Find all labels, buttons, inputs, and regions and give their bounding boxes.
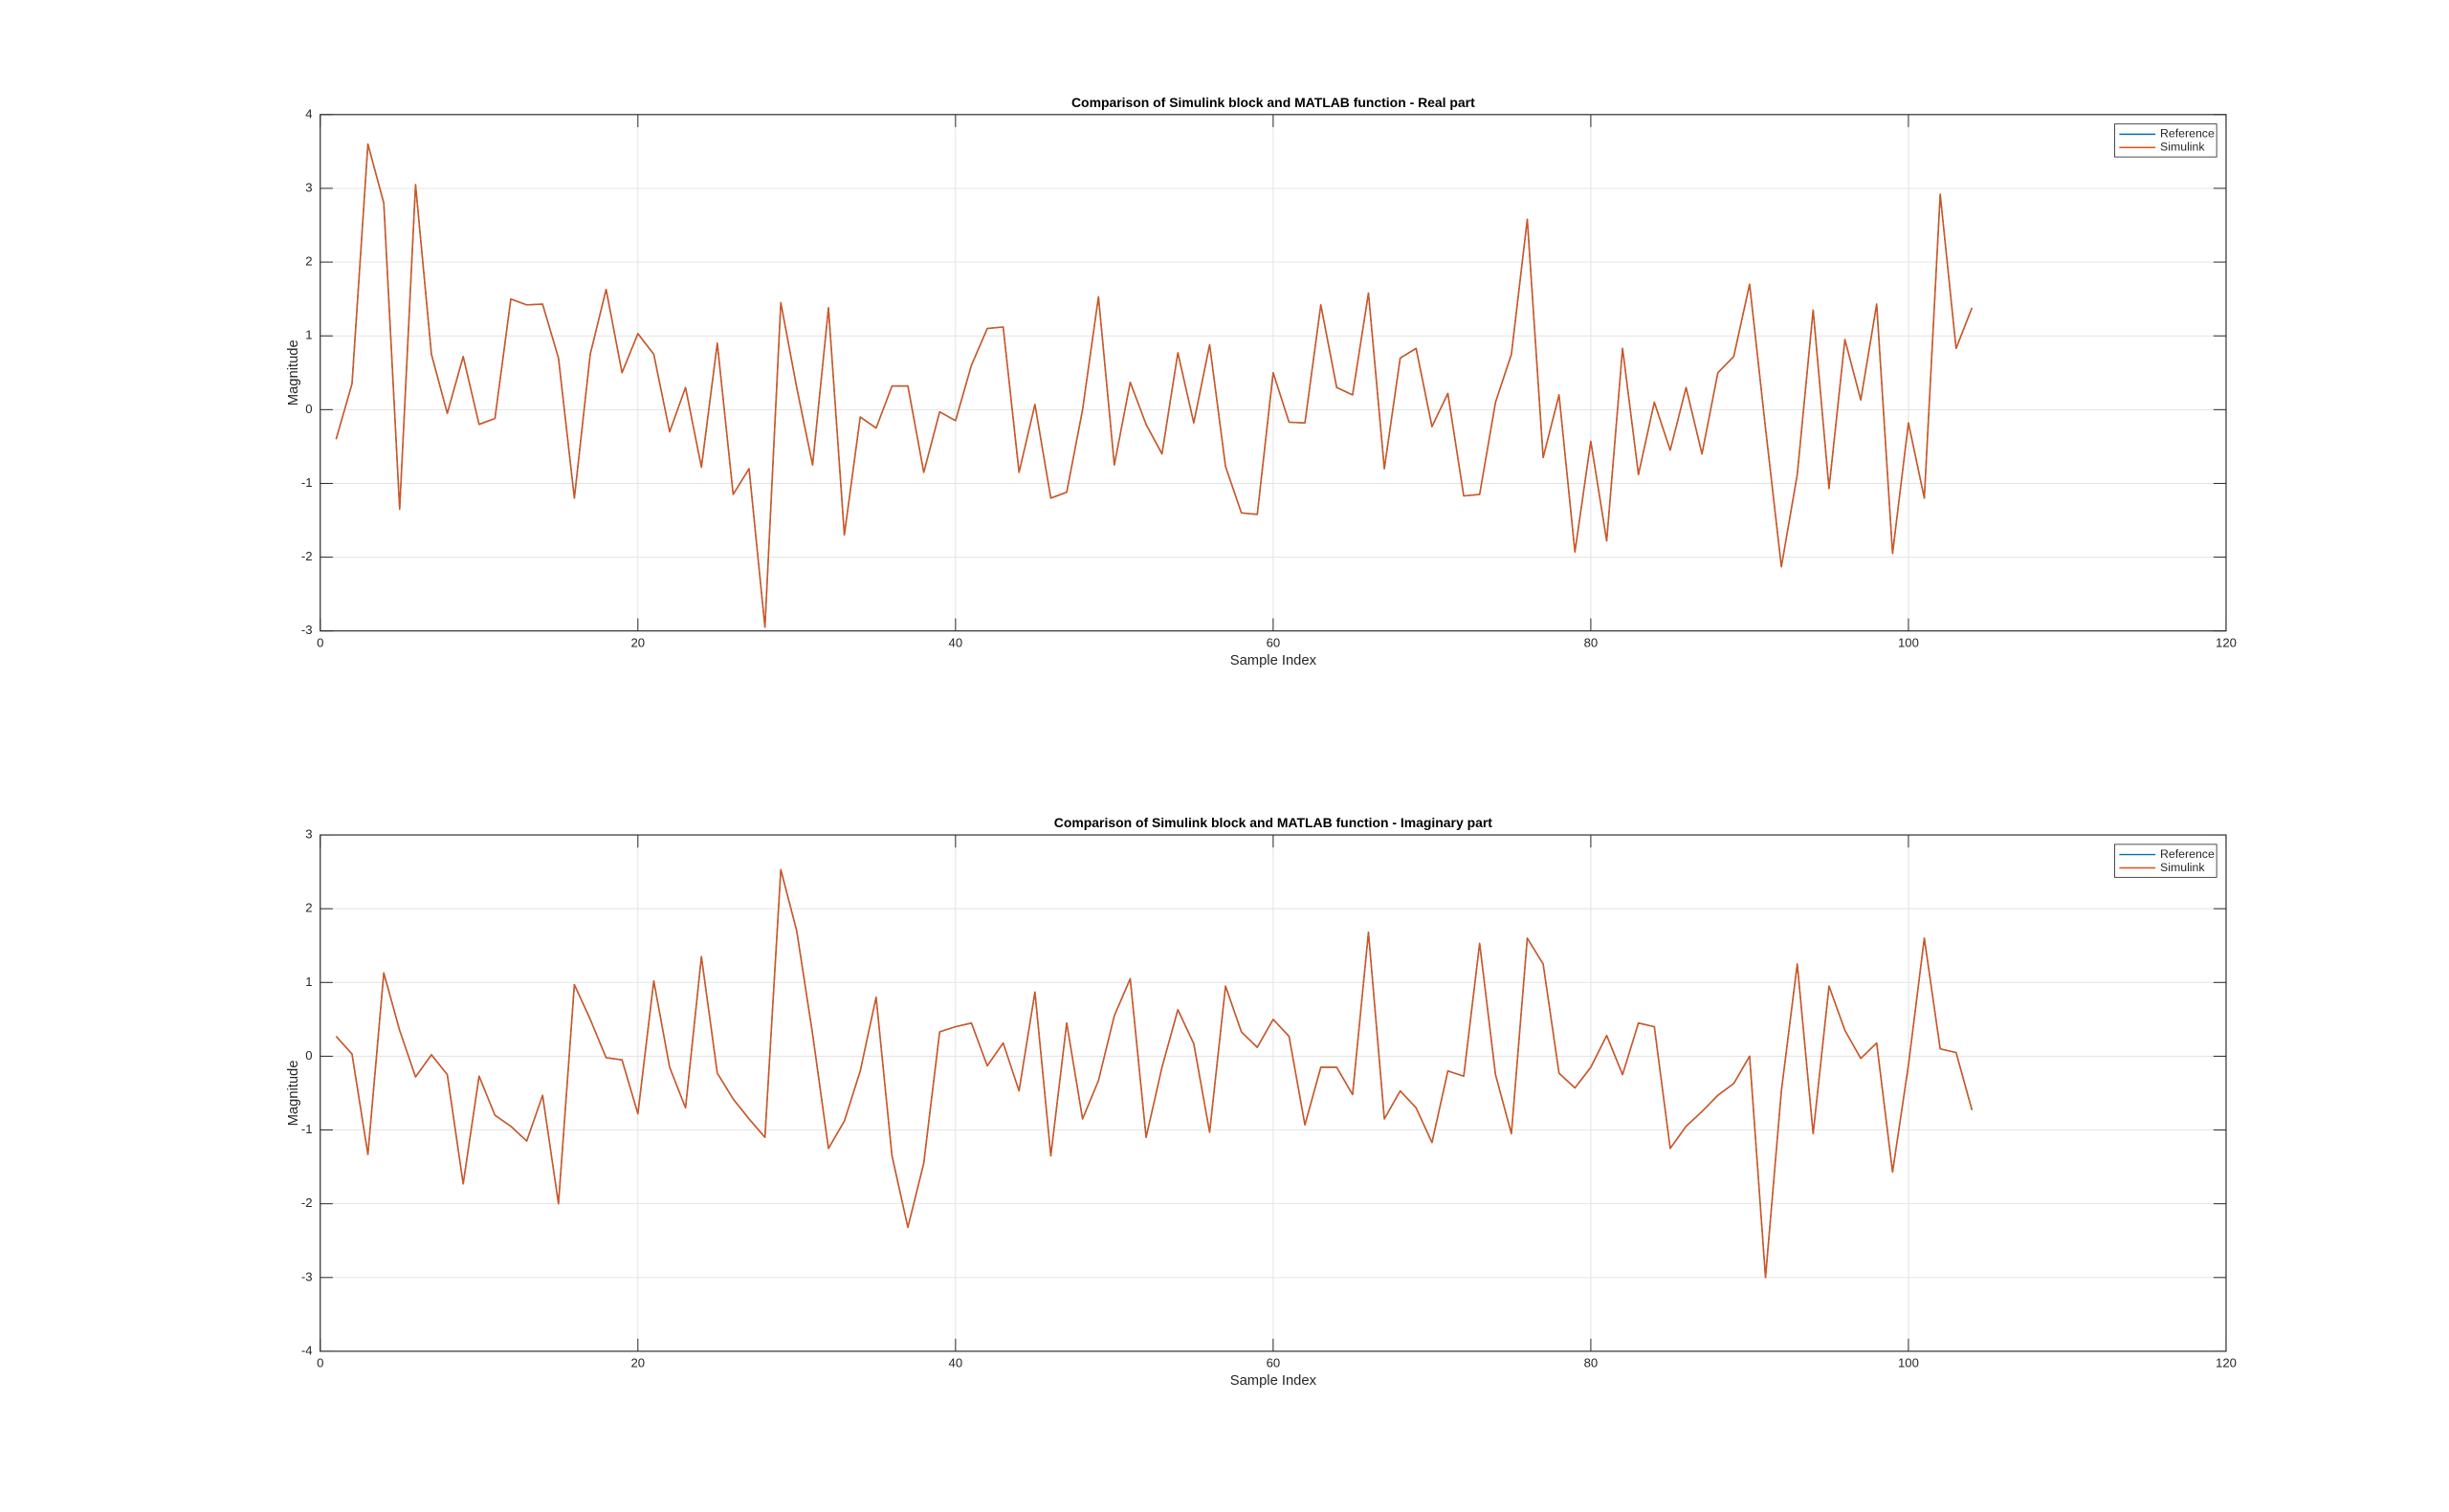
legend-label: Reference [2160,847,2215,861]
y-tick-label: -3 [301,1269,313,1283]
y-tick-label: -2 [301,1195,313,1210]
y-tick-label: -2 [301,549,313,563]
series-line [335,868,1974,1279]
legend-label: Simulink [2160,861,2205,874]
x-tick-label: 0 [317,1356,323,1370]
x-tick-label: 60 [1267,1356,1281,1370]
y-tick-label: -4 [301,1343,313,1357]
y-tick-label: -3 [301,623,313,637]
x-tick-label: 40 [949,1356,963,1370]
x-tick-label: 20 [631,1356,646,1370]
y-axis-label: Magnitude [286,340,301,405]
x-tick-label: 40 [949,635,963,649]
chart-title: Comparison of Simulink block and MATLAB … [1054,815,1493,830]
legend-label: Simulink [2160,141,2205,154]
y-tick-label: 3 [305,827,312,842]
y-tick-label: 0 [305,402,312,416]
x-axis-label: Sample Index [1230,1373,1317,1389]
y-tick-label: -1 [301,1122,313,1136]
x-tick-label: 60 [1267,635,1281,649]
y-tick-label: 2 [305,901,312,915]
x-axis-label: Sample Index [1230,653,1317,668]
axes-box [320,114,2227,632]
series-line [335,142,1974,628]
y-tick-label: 3 [305,180,312,194]
x-tick-label: 80 [1584,1356,1599,1370]
axes: 0 20 40 60 80 100 120 -3 -2 -1 0 1 2 3 4 Comparison of … [286,95,2237,668]
axes-box [320,834,2227,1352]
y-tick-label: 2 [305,254,312,269]
x-tick-label: 80 [1584,635,1599,649]
axes: 0 20 40 60 80 100 120 -4 -3 -2 -1 0 1 2 3 Comparison of… [286,815,2237,1389]
y-axis-label: Magnitude [286,1061,301,1127]
x-tick-label: 100 [1898,1356,1919,1370]
x-tick-label: 120 [2216,1356,2237,1370]
y-tick-label: 1 [305,975,312,989]
x-tick-label: 0 [317,635,323,649]
x-tick-label: 120 [2216,635,2237,649]
chart-title: Comparison of Simulink block and MATLAB … [1071,95,1475,110]
y-tick-label: 0 [305,1048,312,1063]
legend-box [2114,123,2217,158]
y-tick-label: 4 [305,106,312,121]
legend-label: Reference [2160,127,2215,141]
y-tick-label: 1 [305,328,312,342]
legend-box [2114,844,2217,878]
x-tick-label: 100 [1898,635,1919,649]
y-tick-label: -1 [301,475,313,490]
x-tick-label: 20 [631,635,646,649]
